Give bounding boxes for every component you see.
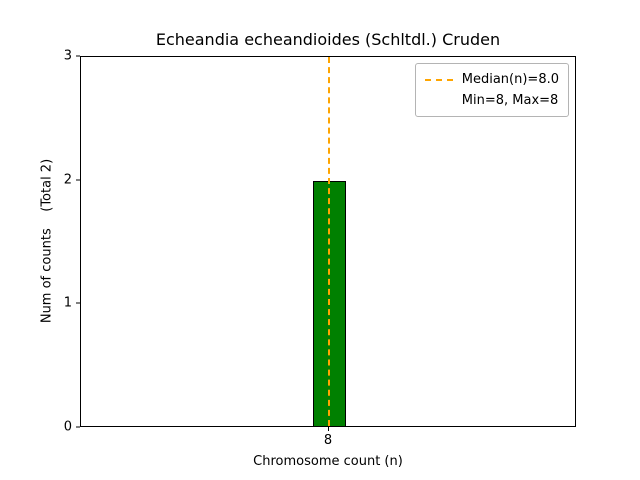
median-line [328,57,330,426]
legend: Median(n)=8.0 Min=8, Max=8 [414,63,569,117]
x-tick-label: 8 [323,433,333,448]
plot-area: Median(n)=8.0 Min=8, Max=8 [80,56,576,427]
legend-row-minmax: Min=8, Max=8 [425,90,559,111]
y-tick-mark [76,55,80,57]
y-tick-label: 2 [63,172,72,188]
y-tick-mark [76,302,80,304]
legend-sample-empty [425,100,453,102]
y-tick-mark [76,179,80,181]
chart-title: Echeandia echeandioides (Schltdl.) Crude… [155,30,501,49]
legend-label-minmax: Min=8, Max=8 [461,93,559,108]
legend-label-median: Median(n)=8.0 [461,72,559,87]
legend-row-median: Median(n)=8.0 [424,69,559,90]
y-tick-label: 0 [63,419,72,435]
median-dashed-line-sample [424,78,453,81]
y-tick-label: 3 [63,48,72,64]
y-axis-label: Num of counts (Total 2) [39,158,55,324]
y-tick-label: 1 [63,295,72,311]
x-tick-mark [328,427,329,431]
x-axis-label: Chromosome count (n) [253,454,403,469]
y-tick-mark [76,426,80,428]
